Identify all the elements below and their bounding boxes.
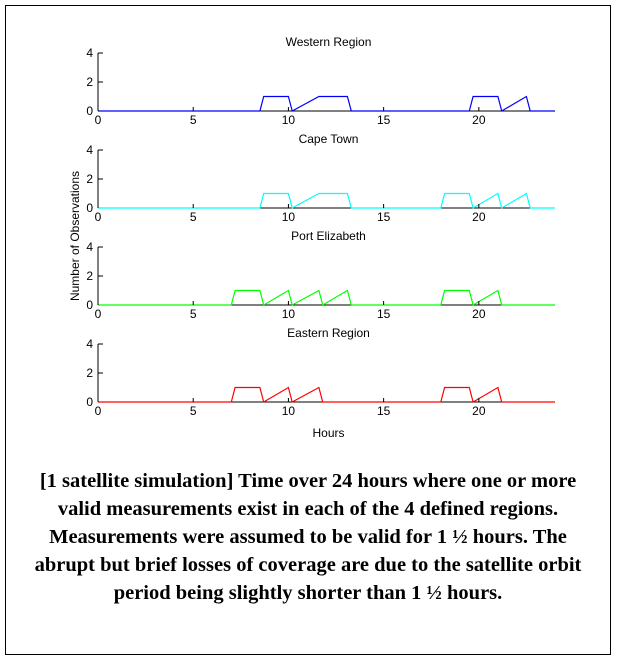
x-tick-label: 20 bbox=[472, 210, 486, 224]
figure-caption: [1 satellite simulation] Time over 24 ho… bbox=[34, 470, 582, 604]
x-tick-label: 0 bbox=[95, 307, 102, 321]
y-tick-label: 4 bbox=[86, 240, 93, 254]
x-tick-label: 5 bbox=[190, 307, 197, 321]
panel-title: Port Elizabeth bbox=[291, 229, 366, 243]
x-tick-label: 0 bbox=[95, 404, 102, 418]
x-tick-label: 15 bbox=[377, 307, 391, 321]
series-line-3 bbox=[98, 289, 555, 306]
x-tick-label: 10 bbox=[282, 404, 296, 418]
x-tick-label: 15 bbox=[377, 113, 391, 127]
x-tick-label: 15 bbox=[377, 210, 391, 224]
y-tick-label: 2 bbox=[86, 75, 93, 89]
y-tick-label: 0 bbox=[86, 395, 93, 409]
panel-title: Western Region bbox=[286, 35, 372, 49]
y-tick-label: 4 bbox=[86, 143, 93, 157]
y-tick-label: 2 bbox=[86, 269, 93, 283]
y-axis-label: Number of Observations bbox=[68, 171, 82, 301]
y-tick-label: 0 bbox=[86, 298, 93, 312]
series-line-1 bbox=[98, 95, 555, 112]
x-tick-label: 5 bbox=[190, 210, 197, 224]
panel-title: Eastern Region bbox=[287, 326, 370, 340]
y-tick-label: 4 bbox=[86, 337, 93, 351]
figure-frame: Western Region 0 2 4 0 5 10 15 20 Cape Town 0 2 4 0 5 1… bbox=[5, 5, 611, 655]
y-tick-label: 4 bbox=[86, 46, 93, 60]
y-tick-label: 2 bbox=[86, 172, 93, 186]
series-line-2 bbox=[98, 192, 555, 209]
x-tick-label: 15 bbox=[377, 404, 391, 418]
x-tick-label: 10 bbox=[282, 113, 296, 127]
x-tick-label: 20 bbox=[472, 404, 486, 418]
x-tick-label: 20 bbox=[472, 307, 486, 321]
x-tick-label: 10 bbox=[282, 210, 296, 224]
x-tick-label: 0 bbox=[95, 210, 102, 224]
panel-title: Cape Town bbox=[299, 132, 359, 146]
y-tick-label: 0 bbox=[86, 104, 93, 118]
x-tick-label: 0 bbox=[95, 113, 102, 127]
x-tick-label: 5 bbox=[190, 404, 197, 418]
x-tick-label: 20 bbox=[472, 113, 486, 127]
x-tick-label: 5 bbox=[190, 113, 197, 127]
x-axis-label: Hours bbox=[312, 426, 344, 440]
y-tick-label: 0 bbox=[86, 201, 93, 215]
x-tick-label: 10 bbox=[282, 307, 296, 321]
y-tick-label: 2 bbox=[86, 366, 93, 380]
series-line-4 bbox=[98, 386, 555, 403]
